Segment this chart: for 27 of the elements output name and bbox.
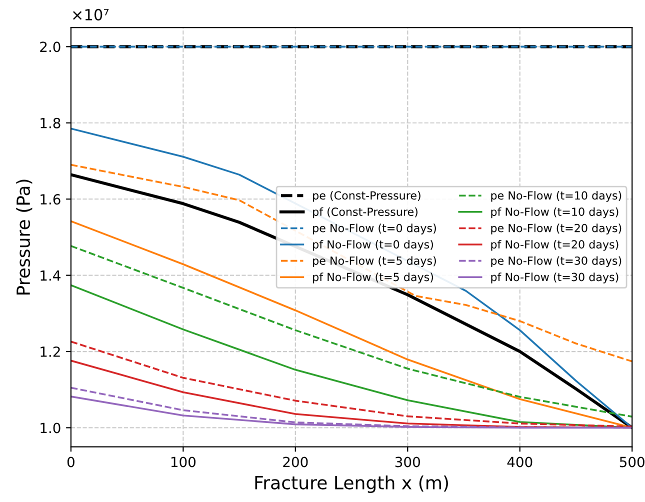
legend-label: pf No-Flow (t=5 days): [313, 272, 434, 284]
x-axis-title: Fracture Length x (m): [255, 476, 448, 493]
legend-label: pf (Const-Pressure): [313, 207, 418, 218]
legend-label: pe (Const-Pressure): [313, 191, 420, 202]
x-tick-label: 300: [395, 456, 420, 468]
x-tick-label: 500: [620, 456, 644, 468]
y-tick-label: 1.0: [40, 422, 60, 434]
legend-label: pf No-Flow (t=0 days): [313, 240, 434, 251]
x-tick-label: 400: [507, 456, 532, 468]
y-tick-label: 1.4: [40, 270, 60, 281]
y-tick-label: 2.0: [40, 42, 60, 52]
x-tick-label: 0: [67, 456, 74, 468]
y-tick-label: 1.6: [40, 194, 60, 205]
legend-label: pe No-Flow (t=0 days): [313, 224, 436, 234]
y-axis-title: Pressure (Pa): [16, 180, 32, 294]
legend-label: pf No-Flow (t=20 days): [491, 240, 618, 251]
x-tick-label: 100: [171, 456, 196, 468]
y-tick-label: 1.2: [40, 346, 60, 357]
text: ×10⁷: [73, 8, 109, 20]
x-tick-label: 200: [283, 456, 308, 468]
legend-label: pf No-Flow (t=30 days): [491, 272, 618, 284]
legend-label: pe No-Flow (t=10 days): [491, 191, 622, 202]
legend-label: pf No-Flow (t=10 days): [491, 207, 618, 218]
legend-label: pe No-Flow (t=5 days): [313, 256, 436, 268]
legend-label: pe No-Flow (t=20 days): [491, 224, 622, 234]
y-tick-label: 1.8: [40, 118, 60, 128]
legend-label: pe No-Flow (t=30 days): [491, 256, 622, 268]
